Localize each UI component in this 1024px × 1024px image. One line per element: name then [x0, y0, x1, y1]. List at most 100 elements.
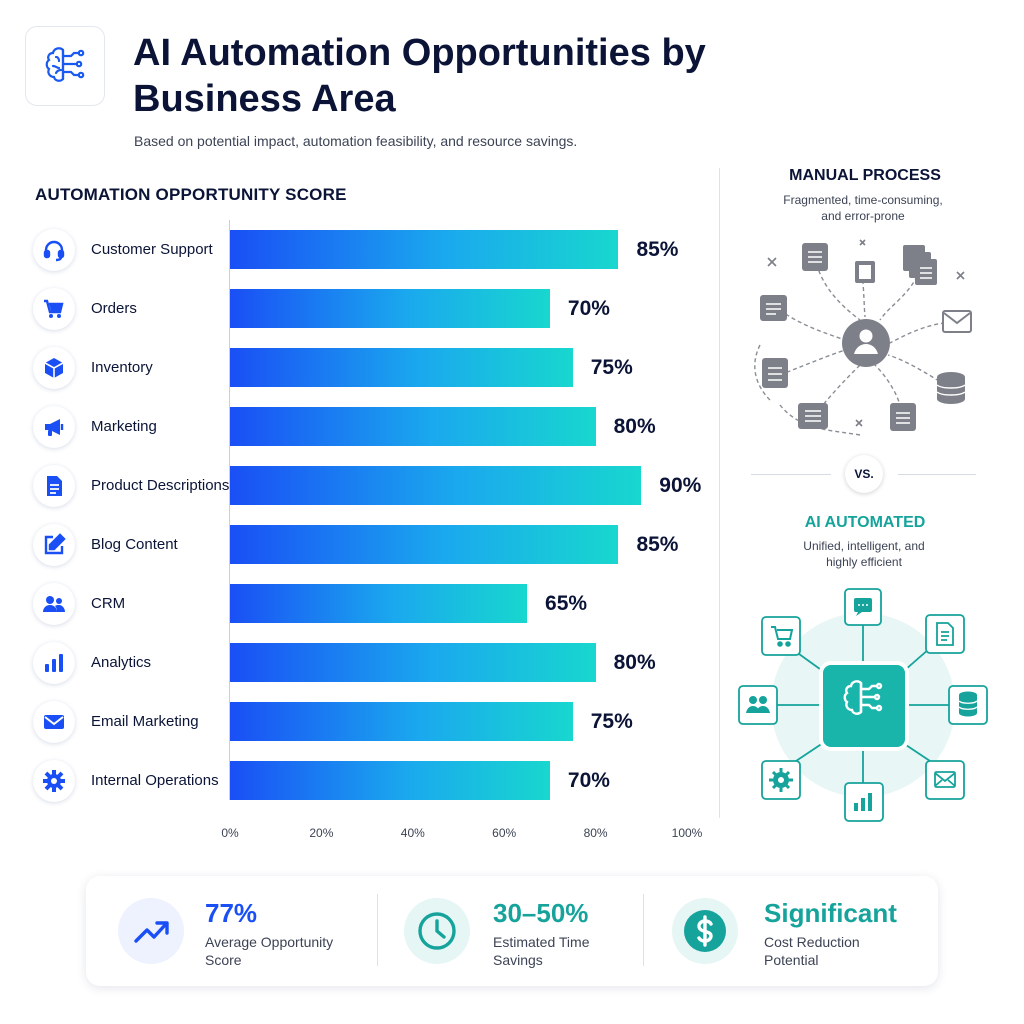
category-icon-product-descriptions	[33, 465, 75, 507]
category-label-customer-support: Customer Support	[91, 241, 213, 258]
dollar-icon	[684, 910, 726, 952]
mail-icon	[44, 715, 64, 729]
data-label-blog-content: 85%	[636, 533, 679, 556]
document-icon	[47, 476, 62, 496]
logo	[25, 26, 105, 106]
category-label-inventory: Inventory	[91, 359, 153, 376]
vs-line-left	[751, 474, 831, 475]
users-icon	[746, 696, 770, 713]
category-icon-orders	[33, 288, 75, 330]
stat-divider	[377, 894, 378, 966]
data-label-customer-support: 85%	[636, 238, 679, 261]
mail-icon	[934, 771, 956, 788]
category-label-analytics: Analytics	[91, 654, 152, 671]
category-icon-inventory	[33, 347, 75, 389]
chat-icon	[854, 598, 872, 616]
bar-chart-icon	[45, 654, 63, 672]
data-label-analytics: 80%	[613, 651, 656, 674]
category-icon-marketing	[33, 406, 75, 448]
category-icon-blog-content	[33, 524, 75, 566]
data-label-orders: 70%	[567, 297, 610, 320]
bar-orders	[230, 289, 550, 328]
ai-automation-diagram	[738, 588, 988, 822]
document-icon	[936, 622, 954, 646]
clock-icon	[418, 912, 456, 950]
cart-icon	[771, 626, 794, 647]
bar-inventory	[230, 348, 573, 387]
headset-icon	[43, 240, 65, 262]
data-label-product-descriptions: 90%	[659, 474, 702, 497]
edit-icon	[44, 533, 66, 555]
x-tick-label: 60%	[492, 826, 517, 840]
stat-label: Estimated Time Savings	[493, 934, 590, 968]
category-icon-customer-support	[33, 229, 75, 271]
category-label-orders: Orders	[91, 300, 137, 317]
stat-icon-circle	[672, 898, 738, 964]
vs-line-right	[898, 474, 976, 475]
category-label-blog-content: Blog Content	[91, 536, 178, 553]
brain-circuit-icon	[843, 680, 883, 715]
category-label-internal-operations: Internal Operations	[91, 772, 219, 789]
bar-chart-icon	[854, 793, 872, 811]
manual-process-title: MANUAL PROCESS	[789, 167, 941, 184]
category-label-email-marketing: Email Marketing	[91, 713, 199, 730]
database-icon	[959, 691, 977, 717]
stat-divider	[643, 894, 644, 966]
x-tick-label: 80%	[583, 826, 608, 840]
section-divider	[719, 168, 720, 818]
category-icon-email-marketing	[33, 701, 75, 743]
chart-title: AUTOMATION OPPORTUNITY SCORE	[35, 185, 347, 204]
ai-automated-description: Unified, intelligent, and highly efficie…	[803, 539, 925, 569]
x-tick-label: 20%	[309, 826, 334, 840]
x-tick-label: 40%	[400, 826, 425, 840]
manual-process-description: Fragmented, time-consuming, and error-pr…	[783, 193, 943, 223]
megaphone-icon	[45, 419, 64, 436]
user-icon	[854, 329, 878, 354]
category-label-crm: CRM	[91, 595, 126, 612]
data-label-marketing: 80%	[613, 415, 656, 438]
bar-email-marketing	[230, 702, 573, 741]
data-label-email-marketing: 75%	[590, 710, 633, 733]
bar-product-descriptions	[230, 466, 642, 505]
trend-up-icon	[134, 921, 169, 943]
bar-marketing	[230, 407, 596, 446]
stat-icon-circle	[118, 898, 184, 964]
data-label-internal-operations: 70%	[567, 769, 610, 792]
gear-icon	[769, 768, 793, 792]
bar-internal-operations	[230, 761, 550, 800]
page-title: AI Automation Opportunities by Business …	[133, 32, 706, 120]
x-tick-label: 100%	[671, 826, 703, 840]
category-icon-internal-operations	[33, 760, 75, 802]
stat-value: 77%	[205, 898, 258, 928]
bar-analytics	[230, 643, 596, 682]
category-label-product-descriptions: Product Descriptions	[91, 477, 230, 494]
stat-label: Cost Reduction Potential	[764, 934, 860, 968]
stat-value: 30–50%	[493, 898, 589, 928]
gear-icon	[43, 770, 65, 792]
mail-icon	[942, 310, 972, 333]
data-label-crm: 65%	[545, 592, 588, 615]
page-subtitle: Based on potential impact, automation fe…	[134, 133, 578, 149]
bar-blog-content	[230, 525, 619, 564]
close-icon	[767, 239, 965, 427]
y-axis-line	[229, 220, 230, 800]
category-icon-analytics	[33, 642, 75, 684]
category-label-marketing: Marketing	[91, 418, 157, 435]
ai-automated-title: AI AUTOMATED	[804, 514, 926, 531]
stat-label: Average Opportunity Score	[205, 934, 334, 968]
stat-icon-circle	[404, 898, 470, 964]
brain-circuit-icon	[45, 47, 85, 82]
x-tick-label: 0%	[221, 826, 239, 840]
box-icon	[44, 358, 64, 378]
stat-value: Significant	[764, 898, 897, 928]
summary-stats-panel: 77% Average Opportunity Score 30–50% Est…	[86, 876, 938, 986]
manual-process-diagram	[754, 239, 972, 436]
category-icon-crm	[33, 583, 75, 625]
data-label-inventory: 75%	[590, 356, 633, 379]
vs-badge: VS.	[845, 455, 883, 493]
bar-chart: Customer Support 85% Orders 70% Inventory 75%…	[33, 220, 703, 840]
users-icon	[43, 596, 65, 612]
bar-crm	[230, 584, 528, 623]
bar-customer-support	[230, 230, 619, 269]
cart-icon	[44, 299, 64, 318]
